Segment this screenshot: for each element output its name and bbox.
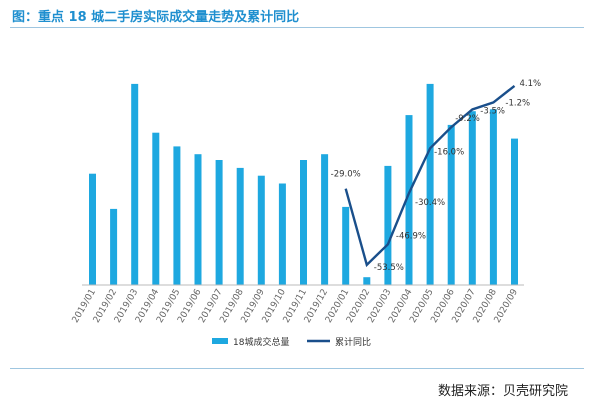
- bar: [215, 160, 223, 285]
- bar: [447, 124, 455, 286]
- bar: [468, 111, 476, 285]
- line-data-label: -3.5%: [480, 107, 505, 117]
- bar: [131, 83, 139, 286]
- bar: [110, 208, 118, 285]
- line-data-label: -16.0%: [434, 147, 464, 157]
- bar: [152, 132, 160, 285]
- title-divider: [10, 27, 584, 28]
- bar: [300, 160, 307, 285]
- legend-line-label: 累计同比: [335, 336, 371, 348]
- line-data-label: -30.4%: [415, 198, 445, 208]
- line-data-label: -53.5%: [374, 263, 404, 273]
- chart-title: 图：重点 18 城二手房实际成交量走势及累计同比: [12, 10, 300, 25]
- bar: [426, 83, 434, 286]
- bar: [89, 173, 96, 285]
- bar: [321, 154, 329, 285]
- line-data-label: -46.9%: [396, 231, 426, 241]
- bar: [194, 154, 202, 285]
- chart: -29.0% -53.5% -46.9% -30.4% -16.0% -9.2%-3.5%…: [71, 79, 541, 348]
- footer-divider: [10, 368, 584, 369]
- bar: [342, 206, 350, 285]
- source-note: 数据来源：贝壳研究院: [437, 384, 568, 399]
- bar: [511, 138, 518, 285]
- bar: [257, 175, 265, 285]
- bar-series: [89, 83, 518, 286]
- line-data-label: -29.0%: [331, 170, 361, 180]
- line-data-label: 4.1%: [520, 79, 542, 89]
- bar: [236, 167, 244, 285]
- bar: [384, 165, 392, 285]
- line-data-labels: -29.0% -53.5% -46.9% -30.4% -16.0% -9.2%-3.5%…: [331, 79, 541, 273]
- bar: [278, 183, 286, 285]
- line-series: [344, 84, 516, 268]
- line-data-label: -1.2%: [505, 98, 530, 108]
- x-tick-labels: 2019/012019/022019/032019/042019/052019/…: [71, 287, 520, 325]
- bar: [489, 109, 497, 285]
- legend-bar-swatch: [212, 338, 228, 344]
- bar: [173, 146, 181, 285]
- line-data-label: -9.2%: [455, 114, 480, 124]
- legend-bar-label: 18城成交总量: [233, 336, 289, 348]
- bar: [363, 277, 371, 285]
- legend: 18城成交总量 累计同比: [212, 336, 371, 348]
- bar: [405, 115, 413, 285]
